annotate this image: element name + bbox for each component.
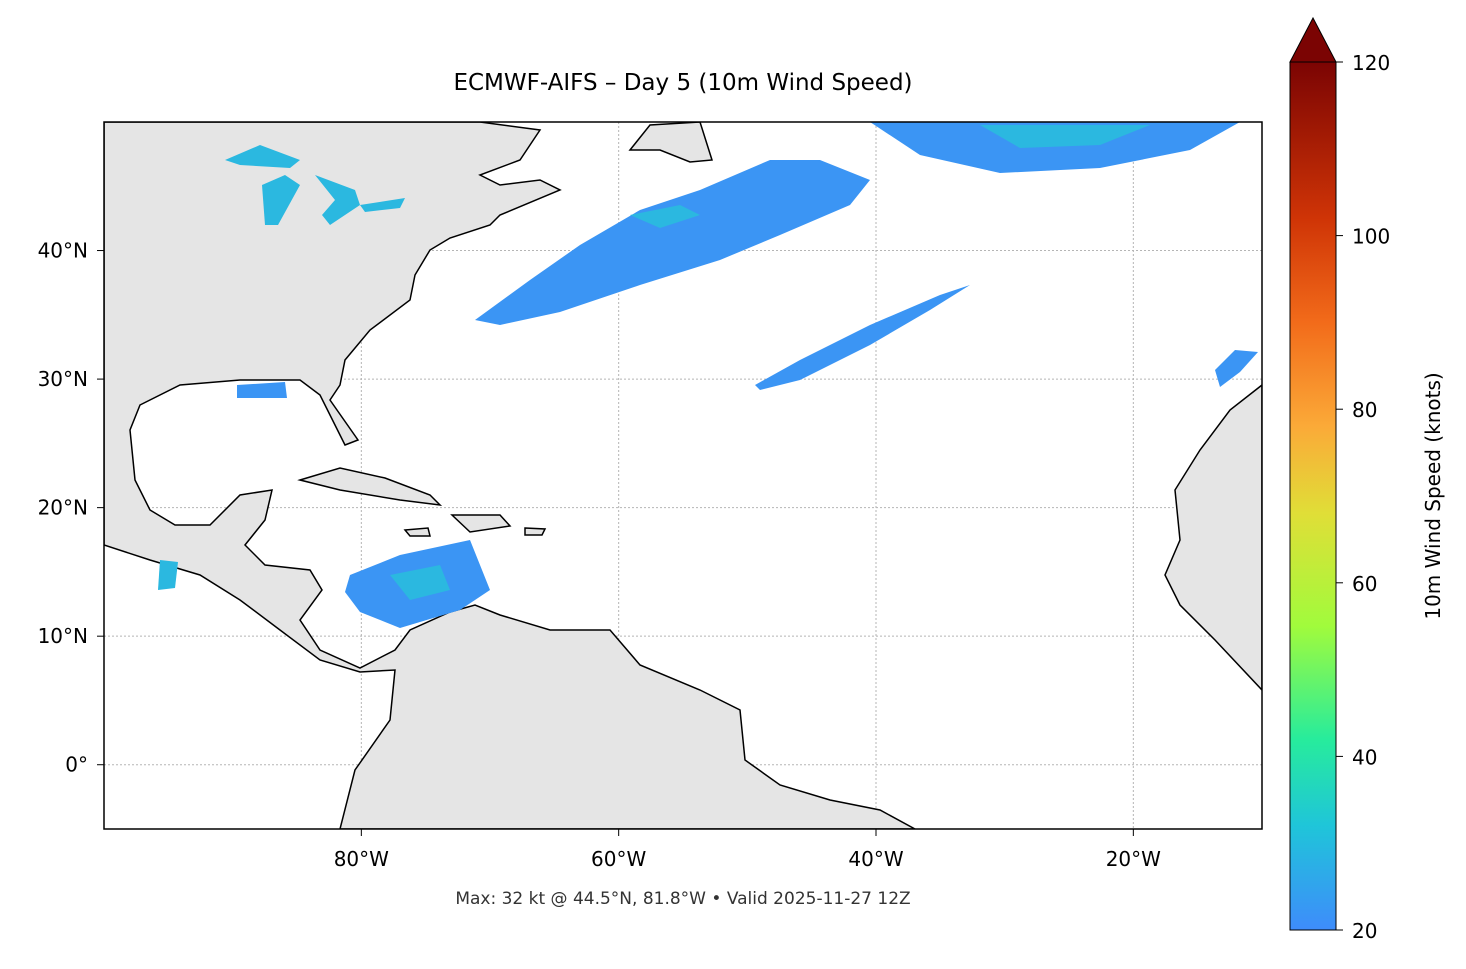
colorbar-label: 10m Wind Speed (knots) (1421, 372, 1445, 619)
y-tick-label: 0° (65, 753, 88, 777)
ticks: 80°W 60°W 40°W 20°W 0° 10°N 20°N 30°N 40°N 20 40 60… (38, 51, 1391, 943)
wind-core (390, 565, 450, 600)
wind-band (475, 160, 870, 325)
colorbar (1289, 61, 1337, 931)
x-tick-label: 40°W (848, 847, 903, 871)
cuba (297, 467, 443, 507)
wind-lakes (315, 175, 360, 225)
jamaica (403, 527, 431, 537)
map (104, 122, 1262, 829)
colorbar-tick-label: 20 (1352, 919, 1377, 943)
x-tick-label: 80°W (334, 847, 389, 871)
wind-core (630, 205, 700, 228)
wind-band (755, 285, 970, 390)
title: ECMWF-AIFS – Day 5 (10m Wind Speed) (453, 70, 912, 96)
wind-lakes (262, 175, 300, 225)
wind-lakes (360, 198, 405, 212)
wind-north (870, 122, 1240, 173)
newfoundland (628, 122, 713, 163)
x-tick-label: 20°W (1106, 847, 1161, 871)
colorbar-extend (1289, 16, 1337, 63)
wind-lakes (225, 145, 300, 168)
colorbar-tick-label: 100 (1352, 225, 1390, 249)
y-tick-label: 40°N (38, 239, 88, 263)
wind-honduras (158, 560, 178, 590)
y-tick-label: 30°N (38, 367, 88, 391)
puerto-rico (524, 527, 547, 536)
colorbar-tick-label: 40 (1352, 745, 1377, 769)
x-tick-label: 60°W (591, 847, 646, 871)
y-tick-label: 10°N (38, 624, 88, 648)
wind-core (980, 125, 1150, 148)
map-frame (103, 121, 1263, 830)
wind-east (1215, 350, 1258, 387)
colorbar-tick-label: 120 (1352, 51, 1390, 75)
hispaniola (450, 514, 512, 533)
colorbar-tick-label: 80 (1352, 398, 1377, 422)
y-tick-label: 20°N (38, 496, 88, 520)
colorbar-tick-label: 60 (1352, 572, 1377, 596)
wind-gulf (237, 382, 287, 398)
footer: Max: 32 kt @ 44.5°N, 81.8°W • Valid 2025… (455, 889, 910, 909)
africa (1164, 384, 1262, 692)
americas (104, 122, 916, 829)
